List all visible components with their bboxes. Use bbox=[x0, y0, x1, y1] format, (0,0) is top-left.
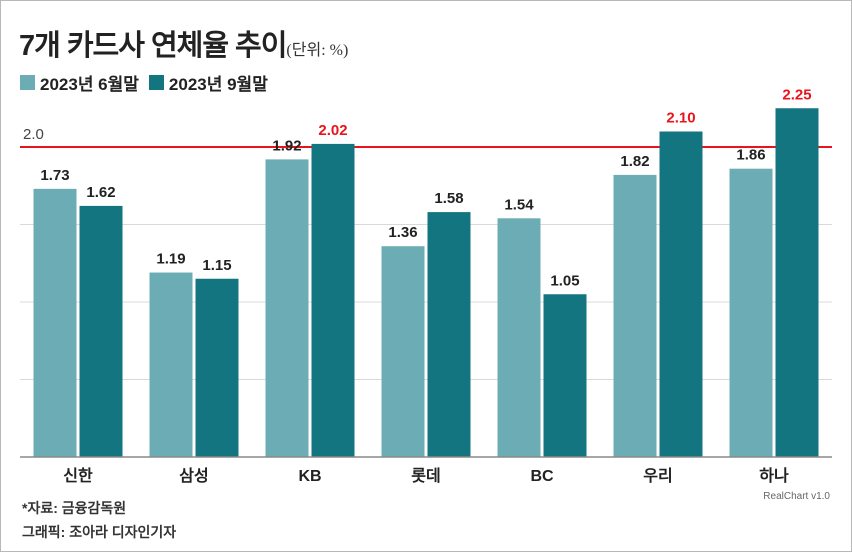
bar-우리-series-2 bbox=[659, 131, 703, 457]
legend-label-series-1: 2023년 6월말 bbox=[40, 75, 139, 94]
chart-title: 7개 카드사 연체율 추이(단위: %) bbox=[19, 22, 348, 64]
bar-롯데-series-2 bbox=[427, 212, 471, 457]
data-label-신한-series-1: 1.73 bbox=[40, 167, 69, 184]
data-label-KB-series-1: 1.92 bbox=[272, 137, 301, 154]
bar-삼성-series-1 bbox=[149, 272, 193, 457]
legend-swatch-series-2 bbox=[148, 75, 164, 90]
bar-삼성-series-2 bbox=[195, 278, 239, 457]
x-tick-label-하나: 하나 bbox=[759, 467, 789, 485]
bar-우리-series-1 bbox=[613, 174, 657, 457]
data-label-삼성-series-2: 1.15 bbox=[202, 257, 231, 274]
bar-하나-series-1 bbox=[729, 168, 773, 457]
legend: 2023년 6월말 2023년 9월말 bbox=[20, 70, 268, 95]
legend-swatch-series-1 bbox=[20, 75, 35, 90]
x-tick-label-BC: BC bbox=[530, 468, 554, 485]
bar-하나-series-2 bbox=[775, 108, 819, 457]
bar-신한-series-1 bbox=[33, 188, 77, 457]
bar-BC-series-1 bbox=[497, 218, 541, 457]
x-tick-label-롯데: 롯데 bbox=[411, 467, 440, 485]
data-label-BC-series-1: 1.54 bbox=[504, 196, 534, 213]
data-label-롯데-series-2: 1.58 bbox=[434, 190, 463, 207]
data-label-우리-series-1: 1.82 bbox=[620, 153, 649, 170]
data-label-BC-series-2: 1.05 bbox=[550, 272, 579, 289]
data-label-신한-series-2: 1.62 bbox=[86, 184, 115, 201]
data-label-KB-series-2: 2.02 bbox=[318, 122, 347, 139]
unit-label: (단위: %) bbox=[286, 42, 349, 59]
source-note: *자료: 금융감독원 bbox=[22, 500, 127, 516]
data-label-하나-series-2: 2.25 bbox=[782, 86, 811, 103]
title-text: 7개 카드사 연체율 추이 bbox=[19, 30, 287, 62]
data-label-롯데-series-1: 1.36 bbox=[388, 224, 417, 241]
data-label-하나-series-1: 1.86 bbox=[736, 147, 765, 164]
x-tick-label-삼성: 삼성 bbox=[179, 467, 208, 485]
bar-KB-series-2 bbox=[311, 143, 355, 457]
bar-신한-series-2 bbox=[79, 205, 123, 457]
data-label-삼성-series-1: 1.19 bbox=[156, 251, 185, 268]
data-label-우리-series-2: 2.10 bbox=[666, 110, 695, 127]
bar-BC-series-2 bbox=[543, 294, 587, 457]
software-credit: RealChart v1.0 bbox=[763, 491, 830, 502]
x-tick-label-신한: 신한 bbox=[63, 466, 93, 485]
legend-label-series-2: 2023년 9월말 bbox=[168, 75, 268, 94]
x-tick-label-우리: 우리 bbox=[643, 467, 672, 485]
x-tick-label-KB: KB bbox=[298, 468, 321, 485]
legend-item-series-2: 2023년 9월말 bbox=[148, 70, 268, 95]
legend-item-series-1: 2023년 6월말 bbox=[20, 70, 139, 95]
graphic-credit: 그래픽: 조아라 디자인기자 bbox=[22, 524, 177, 540]
bar-롯데-series-1 bbox=[381, 246, 425, 457]
bar-KB-series-1 bbox=[265, 159, 309, 457]
reference-line-label: 2.0 bbox=[23, 126, 44, 143]
